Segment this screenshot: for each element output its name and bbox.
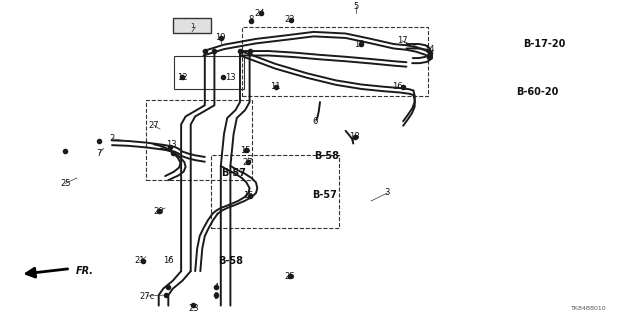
Text: 24: 24 — [255, 9, 265, 18]
Text: 5: 5 — [354, 2, 359, 11]
Bar — [173, 18, 211, 33]
Bar — [174, 56, 244, 89]
Text: 27: 27 — [243, 158, 253, 167]
Text: B-58: B-58 — [314, 151, 339, 161]
Text: 17: 17 — [397, 36, 407, 45]
Text: 25: 25 — [60, 179, 70, 188]
Text: 9: 9 — [214, 292, 219, 300]
Text: TK84B8010: TK84B8010 — [571, 306, 607, 311]
Text: 26: 26 — [285, 272, 295, 281]
Text: 16: 16 — [163, 256, 173, 265]
Text: 13: 13 — [225, 73, 236, 82]
Text: 4: 4 — [214, 283, 219, 292]
Text: 14: 14 — [424, 45, 435, 54]
Text: B-58: B-58 — [218, 256, 243, 266]
Text: B-57: B-57 — [221, 168, 246, 178]
Text: 18: 18 — [349, 132, 360, 141]
Text: 27: 27 — [148, 121, 159, 130]
Text: 23: 23 — [188, 304, 198, 313]
Text: 19: 19 — [216, 33, 226, 42]
Text: 15: 15 — [240, 146, 250, 155]
Text: 11: 11 — [270, 82, 280, 91]
Text: 10: 10 — [354, 40, 364, 48]
Text: 3: 3 — [385, 189, 390, 197]
Bar — [242, 27, 428, 96]
Text: B-17-20: B-17-20 — [523, 39, 565, 49]
Text: 6: 6 — [313, 117, 318, 126]
Text: B-57: B-57 — [312, 190, 337, 200]
Text: 21: 21 — [134, 256, 145, 265]
Bar — [146, 100, 252, 180]
Text: 2: 2 — [109, 134, 115, 143]
Text: 22: 22 — [285, 15, 295, 24]
Text: 20: 20 — [154, 207, 164, 216]
Text: 12: 12 — [177, 73, 188, 82]
Bar — [211, 155, 339, 228]
Text: 7: 7 — [97, 149, 102, 158]
Text: 16: 16 — [392, 82, 403, 91]
Text: 27c: 27c — [140, 292, 155, 300]
Text: 8: 8 — [248, 15, 253, 24]
Text: 1: 1 — [189, 23, 195, 29]
Text: FR.: FR. — [76, 265, 93, 276]
Text: 15: 15 — [243, 191, 253, 200]
Text: B-60-20: B-60-20 — [516, 87, 559, 97]
Text: 13: 13 — [166, 140, 177, 149]
